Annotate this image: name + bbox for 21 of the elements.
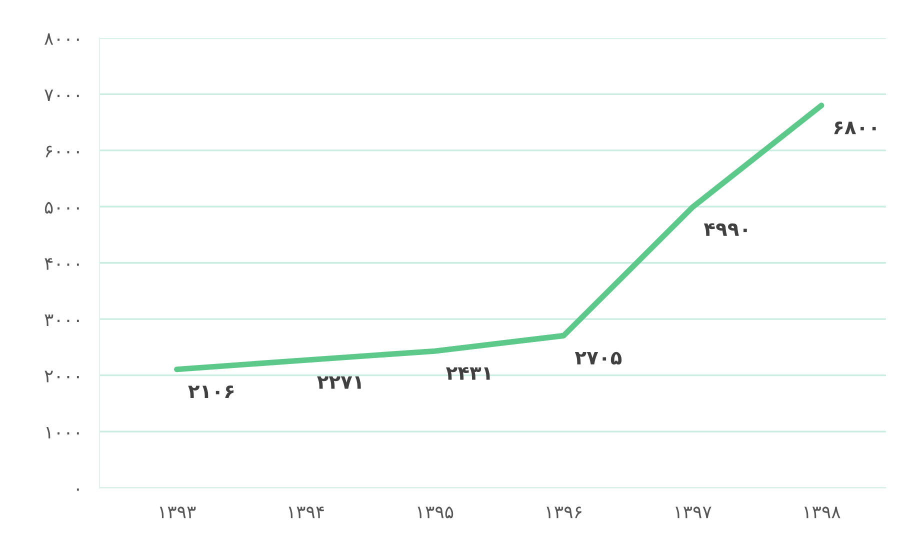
y-tick-label: ۶۰۰۰	[46, 146, 79, 158]
x-tick-label: ۱۳۹۸	[804, 506, 840, 518]
data-label: ۲۷۰۵	[574, 352, 622, 365]
x-tick-label: ۱۳۹۵	[418, 506, 454, 518]
y-tick-label: ۴۰۰۰	[44, 258, 79, 270]
y-tick-label: ۸۰۰۰	[44, 33, 79, 45]
x-tick-label: ۱۳۹۷	[676, 506, 712, 518]
y-tick-label: ۲۰۰۰	[44, 370, 79, 382]
data-label: ۲۲۷۱	[317, 376, 361, 389]
data-label: ۴۹۹۰	[704, 223, 747, 236]
x-tick-label: ۱۳۹۴	[288, 506, 324, 518]
data-label: ۲۱۰۶	[188, 385, 234, 398]
y-tick-label: ۵۰۰۰	[44, 202, 79, 214]
data-label: ۶۸۰۰	[834, 122, 876, 134]
data-label: ۲۴۳۱	[446, 367, 490, 380]
y-tick-label: ۷۰۰۰	[44, 90, 79, 102]
x-tick-label: ۱۳۹۶	[546, 506, 582, 518]
y-tick-label: ۱۰۰۰	[46, 426, 79, 438]
y-tick-label: ۳۰۰۰	[44, 314, 79, 326]
x-tick-label: ۱۳۹۳	[160, 506, 196, 518]
y-tick-label: ۰	[76, 488, 79, 491]
